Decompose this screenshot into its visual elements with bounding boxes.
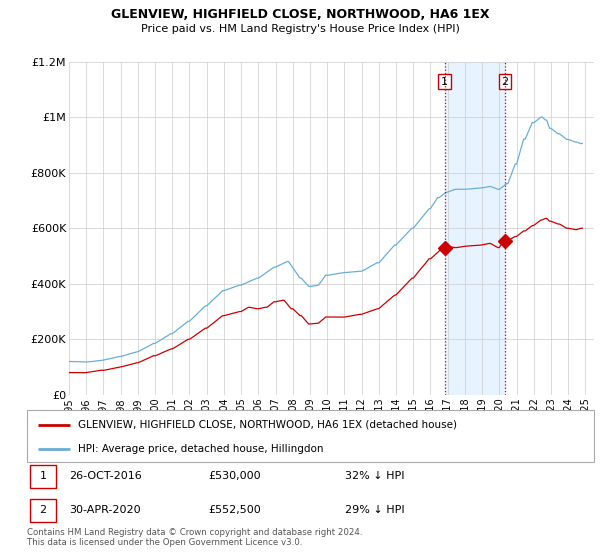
Text: 30-APR-2020: 30-APR-2020: [70, 505, 141, 515]
Text: 1: 1: [441, 77, 448, 87]
Text: £552,500: £552,500: [208, 505, 261, 515]
Text: 1: 1: [40, 472, 46, 482]
Text: HPI: Average price, detached house, Hillingdon: HPI: Average price, detached house, Hill…: [78, 444, 323, 454]
FancyBboxPatch shape: [27, 410, 594, 462]
Text: 2: 2: [502, 77, 509, 87]
FancyBboxPatch shape: [30, 465, 56, 488]
Text: GLENVIEW, HIGHFIELD CLOSE, NORTHWOOD, HA6 1EX: GLENVIEW, HIGHFIELD CLOSE, NORTHWOOD, HA…: [111, 8, 489, 21]
Text: GLENVIEW, HIGHFIELD CLOSE, NORTHWOOD, HA6 1EX (detached house): GLENVIEW, HIGHFIELD CLOSE, NORTHWOOD, HA…: [78, 420, 457, 430]
Text: 26-OCT-2016: 26-OCT-2016: [70, 472, 142, 482]
Text: Contains HM Land Registry data © Crown copyright and database right 2024.
This d: Contains HM Land Registry data © Crown c…: [27, 528, 362, 547]
Text: £530,000: £530,000: [208, 472, 261, 482]
Text: 32% ↓ HPI: 32% ↓ HPI: [344, 472, 404, 482]
Bar: [445, 62, 505, 395]
Text: Price paid vs. HM Land Registry's House Price Index (HPI): Price paid vs. HM Land Registry's House …: [140, 24, 460, 34]
Text: 29% ↓ HPI: 29% ↓ HPI: [344, 505, 404, 515]
Text: 2: 2: [40, 505, 46, 515]
FancyBboxPatch shape: [30, 499, 56, 522]
